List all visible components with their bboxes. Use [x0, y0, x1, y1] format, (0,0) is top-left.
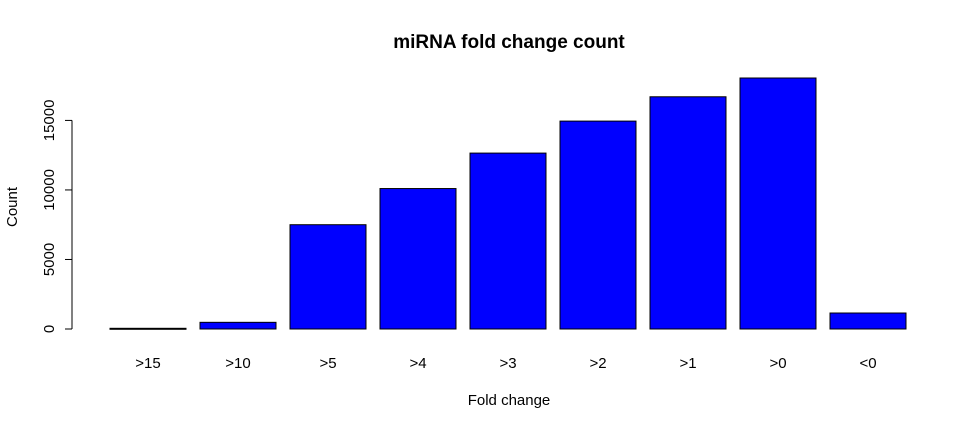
- y-tick-label: 5000: [41, 243, 58, 276]
- y-tick-label: 0: [41, 325, 58, 333]
- x-tick-label: >10: [225, 355, 250, 372]
- y-axis: 0 5000 10000 15000: [41, 100, 73, 333]
- y-axis-label: Count: [4, 186, 21, 227]
- bar: [829, 312, 907, 330]
- x-tick-label: >1: [679, 355, 696, 372]
- y-tick-label: 10000: [41, 169, 58, 211]
- y-tick-label: 15000: [41, 100, 58, 142]
- chart-title: miRNA fold change count: [393, 32, 625, 53]
- bar: [379, 188, 457, 330]
- bar: [649, 96, 727, 330]
- bar: [739, 77, 817, 330]
- x-tick-label: >3: [499, 355, 516, 372]
- bar: [469, 152, 547, 330]
- x-tick-label: >15: [135, 355, 160, 372]
- bar: [559, 120, 637, 330]
- bar: [289, 224, 367, 330]
- bars: [109, 77, 907, 330]
- x-tick-label: >2: [589, 355, 606, 372]
- x-axis-label: Fold change: [468, 392, 551, 409]
- x-tick-label: >5: [319, 355, 336, 372]
- x-tick-labels: >15 >10 >5 >4 >3 >2 >1 >0 <0: [135, 355, 876, 372]
- x-tick-label: >0: [769, 355, 786, 372]
- bar: [109, 327, 187, 330]
- x-tick-label: <0: [859, 355, 876, 372]
- bar: [199, 321, 277, 330]
- x-tick-label: >4: [409, 355, 426, 372]
